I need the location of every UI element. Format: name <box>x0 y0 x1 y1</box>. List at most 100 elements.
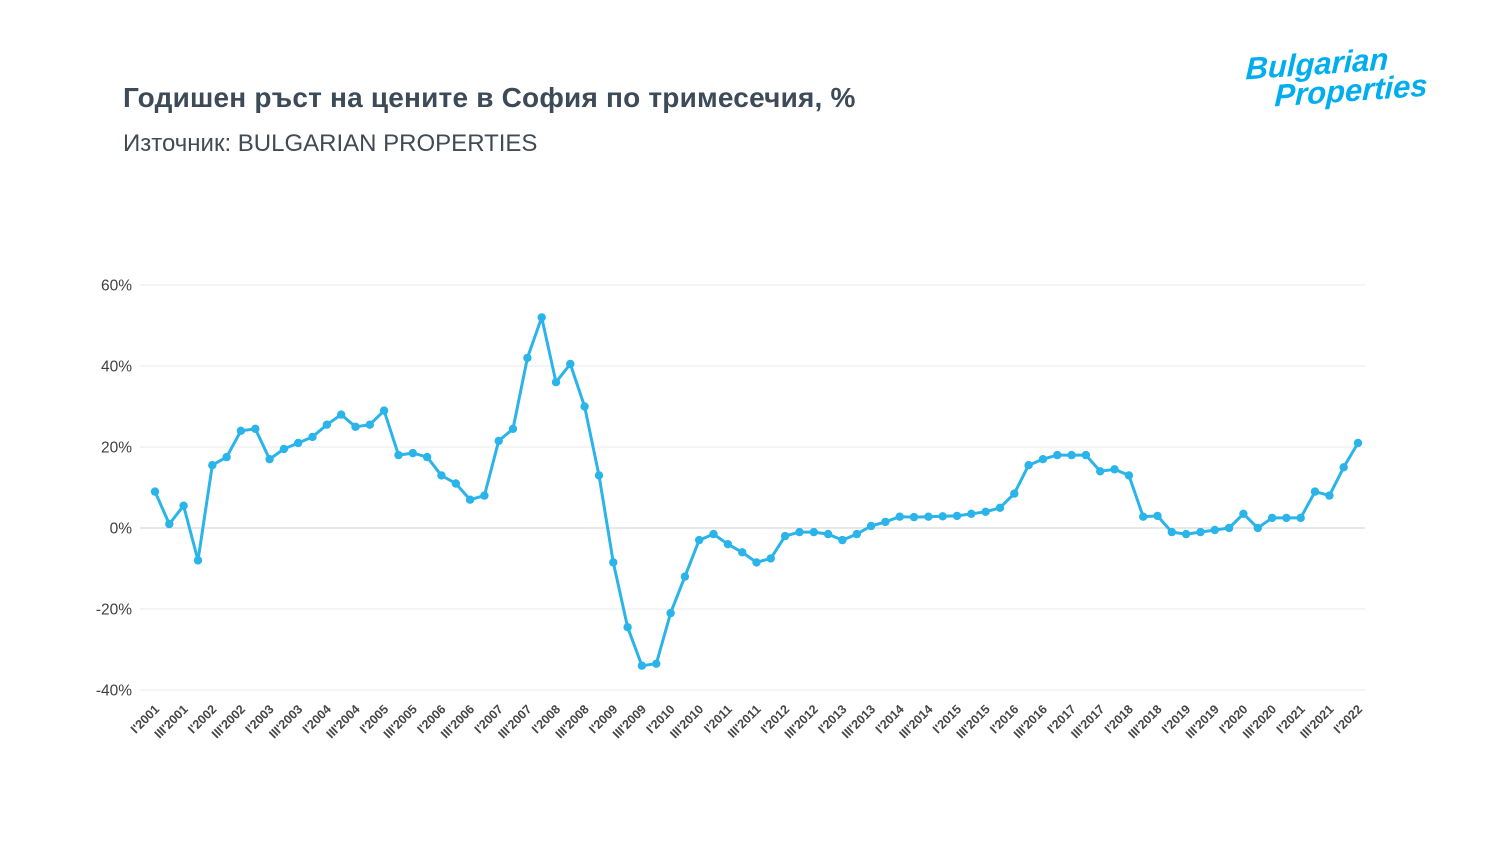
y-axis-labels: 60% 40% 20% 0% -20% -40% <box>96 278 132 700</box>
chart-title: Годишен ръст на цените в София по тримес… <box>123 82 856 113</box>
data-point <box>222 452 231 462</box>
data-point <box>551 378 561 387</box>
data-point <box>623 623 632 632</box>
chart-source-subtitle: Източник: BULGARIAN PROPERTIES <box>123 130 538 157</box>
data-point <box>952 511 962 521</box>
data-point <box>351 422 360 431</box>
data-point <box>1339 463 1348 472</box>
data-point <box>150 487 160 496</box>
data-point <box>924 512 933 521</box>
data-point <box>251 424 260 433</box>
data-point <box>294 438 303 448</box>
x-tick-label: I'2022 <box>1331 702 1365 736</box>
y-tick-label: -40% <box>96 683 132 700</box>
data-point <box>1110 465 1119 474</box>
data-point <box>1253 523 1263 533</box>
x-tick-label: III'2011 <box>725 702 764 741</box>
data-point <box>208 461 217 470</box>
y-tick-label: 40% <box>101 359 132 376</box>
data-point <box>1139 512 1148 521</box>
data-point <box>1267 513 1277 523</box>
data-point <box>938 512 947 521</box>
data-point <box>1010 489 1019 498</box>
data-point <box>609 558 618 567</box>
data-point <box>1167 527 1177 537</box>
data-point <box>279 444 289 454</box>
y-tick-label: -20% <box>96 602 132 619</box>
y-tick-label: 20% <box>101 440 132 457</box>
data-point <box>752 558 761 567</box>
data-point <box>1325 491 1334 500</box>
data-point <box>766 554 775 563</box>
data-point <box>823 529 833 539</box>
gridlines <box>140 284 1365 691</box>
data-point <box>580 402 589 411</box>
y-tick-label: 0% <box>110 521 133 538</box>
data-point <box>408 448 417 458</box>
data-point <box>967 509 976 518</box>
data-point <box>1353 438 1363 448</box>
data-point <box>838 535 847 545</box>
data-point <box>394 450 403 460</box>
data-point <box>508 424 518 433</box>
price-growth-line-chart: 60% 40% 20% 0% -20% -40% I'2001III'2001I'2002… <box>96 278 1365 742</box>
x-axis-labels: I'2001III'2001I'2002III'2002I'2003III'20… <box>128 702 1365 741</box>
data-point <box>494 436 503 446</box>
data-point <box>537 313 546 322</box>
data-point <box>422 452 432 462</box>
data-point <box>480 491 489 500</box>
data-point <box>379 406 389 415</box>
data-point <box>709 529 718 539</box>
data-point <box>1282 513 1291 523</box>
data-point <box>809 527 818 537</box>
data-point <box>1067 450 1076 460</box>
data-point <box>1224 523 1234 533</box>
data-point <box>795 527 804 537</box>
price-growth-line <box>153 315 1360 668</box>
y-tick-label: 60% <box>101 278 132 295</box>
data-point <box>594 471 604 480</box>
data-point <box>523 353 532 363</box>
data-point <box>895 512 904 521</box>
data-point <box>465 495 475 504</box>
data-point <box>1024 461 1033 470</box>
data-point <box>165 519 174 529</box>
data-point <box>193 556 203 565</box>
data-point <box>866 521 876 531</box>
data-point <box>1053 450 1062 460</box>
data-point <box>852 529 861 539</box>
data-point <box>265 455 274 464</box>
data-point <box>1310 487 1320 496</box>
data-point <box>723 540 733 549</box>
data-point <box>1210 525 1220 535</box>
data-point <box>437 471 446 480</box>
data-point <box>1038 455 1048 464</box>
data-point <box>695 535 704 545</box>
data-point <box>1153 511 1162 521</box>
data-point <box>652 659 661 668</box>
data-point <box>337 410 346 419</box>
data-point <box>236 426 246 435</box>
data-point <box>322 420 332 429</box>
data-point <box>1124 471 1134 480</box>
data-point <box>179 501 188 510</box>
data-point <box>680 572 690 581</box>
data-point <box>666 608 675 618</box>
data-point <box>881 517 890 527</box>
chart-header: Годишен ръст на цените в София по тримес… <box>123 82 856 158</box>
data-point <box>1096 467 1105 476</box>
data-point <box>637 661 647 670</box>
data-point <box>1239 509 1248 518</box>
data-point <box>1081 450 1091 460</box>
data-point <box>981 507 990 516</box>
data-point <box>780 531 790 541</box>
data-point <box>909 512 919 522</box>
data-point <box>365 420 374 429</box>
data-series <box>150 313 1363 670</box>
data-point <box>308 432 317 442</box>
data-point <box>1181 529 1191 539</box>
data-point <box>1296 513 1305 523</box>
data-point <box>1196 527 1205 537</box>
data-point <box>566 359 575 369</box>
